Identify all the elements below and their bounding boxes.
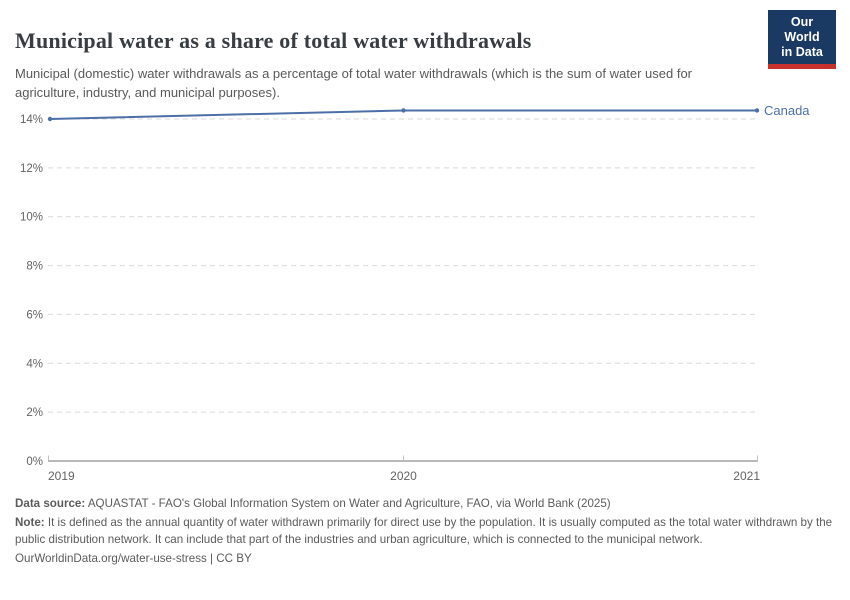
x-tick-label: 2019: [48, 469, 75, 483]
y-tick-label: 2%: [26, 407, 43, 419]
y-tick-label: 4%: [26, 358, 43, 370]
note-line: Note: It is defined as the annual quanti…: [15, 515, 837, 548]
owid-logo-line2: in Data: [781, 45, 823, 59]
data-source-line: Data source: AQUASTAT - FAO's Global Inf…: [15, 496, 837, 513]
footer: Data source: AQUASTAT - FAO's Global Inf…: [15, 496, 837, 567]
note-label: Note:: [15, 516, 45, 529]
y-tick-label: 14%: [20, 114, 43, 126]
data-point[interactable]: [754, 108, 760, 113]
owid-logo: Our World in Data: [768, 10, 836, 69]
footer-url: OurWorldinData.org/water-use-stress | CC…: [15, 551, 252, 565]
y-tick-label: 6%: [26, 309, 43, 321]
x-tick-label: 2020: [390, 469, 417, 483]
page-subtitle: Municipal (domestic) water withdrawals a…: [15, 66, 693, 100]
y-tick-label: 0%: [26, 456, 43, 468]
y-tick-label: 12%: [20, 163, 43, 175]
series-label-canada: Canada: [764, 103, 810, 118]
line-chart[interactable]: 0% 2% 4% 6% 8% 10% 12% 14% 2019 2020 2021 Canada: [0, 95, 850, 495]
owid-logo-line1: Our World: [784, 15, 820, 44]
y-tick-label: 10%: [20, 212, 43, 224]
data-point[interactable]: [401, 108, 406, 113]
chart-svg: 0% 2% 4% 6% 8% 10% 12% 14% 2019 2020 2021 Canada: [20, 103, 810, 483]
y-tick-label: 8%: [26, 261, 43, 273]
data-source-text: AQUASTAT - FAO's Global Information Syst…: [85, 497, 611, 510]
x-tick-label: 2021: [733, 469, 760, 483]
data-source-label: Data source:: [15, 497, 86, 510]
data-point[interactable]: [47, 116, 53, 122]
note-text: It is defined as the annual quantity of …: [15, 516, 833, 546]
page-title: Municipal water as a share of total wate…: [15, 27, 532, 53]
